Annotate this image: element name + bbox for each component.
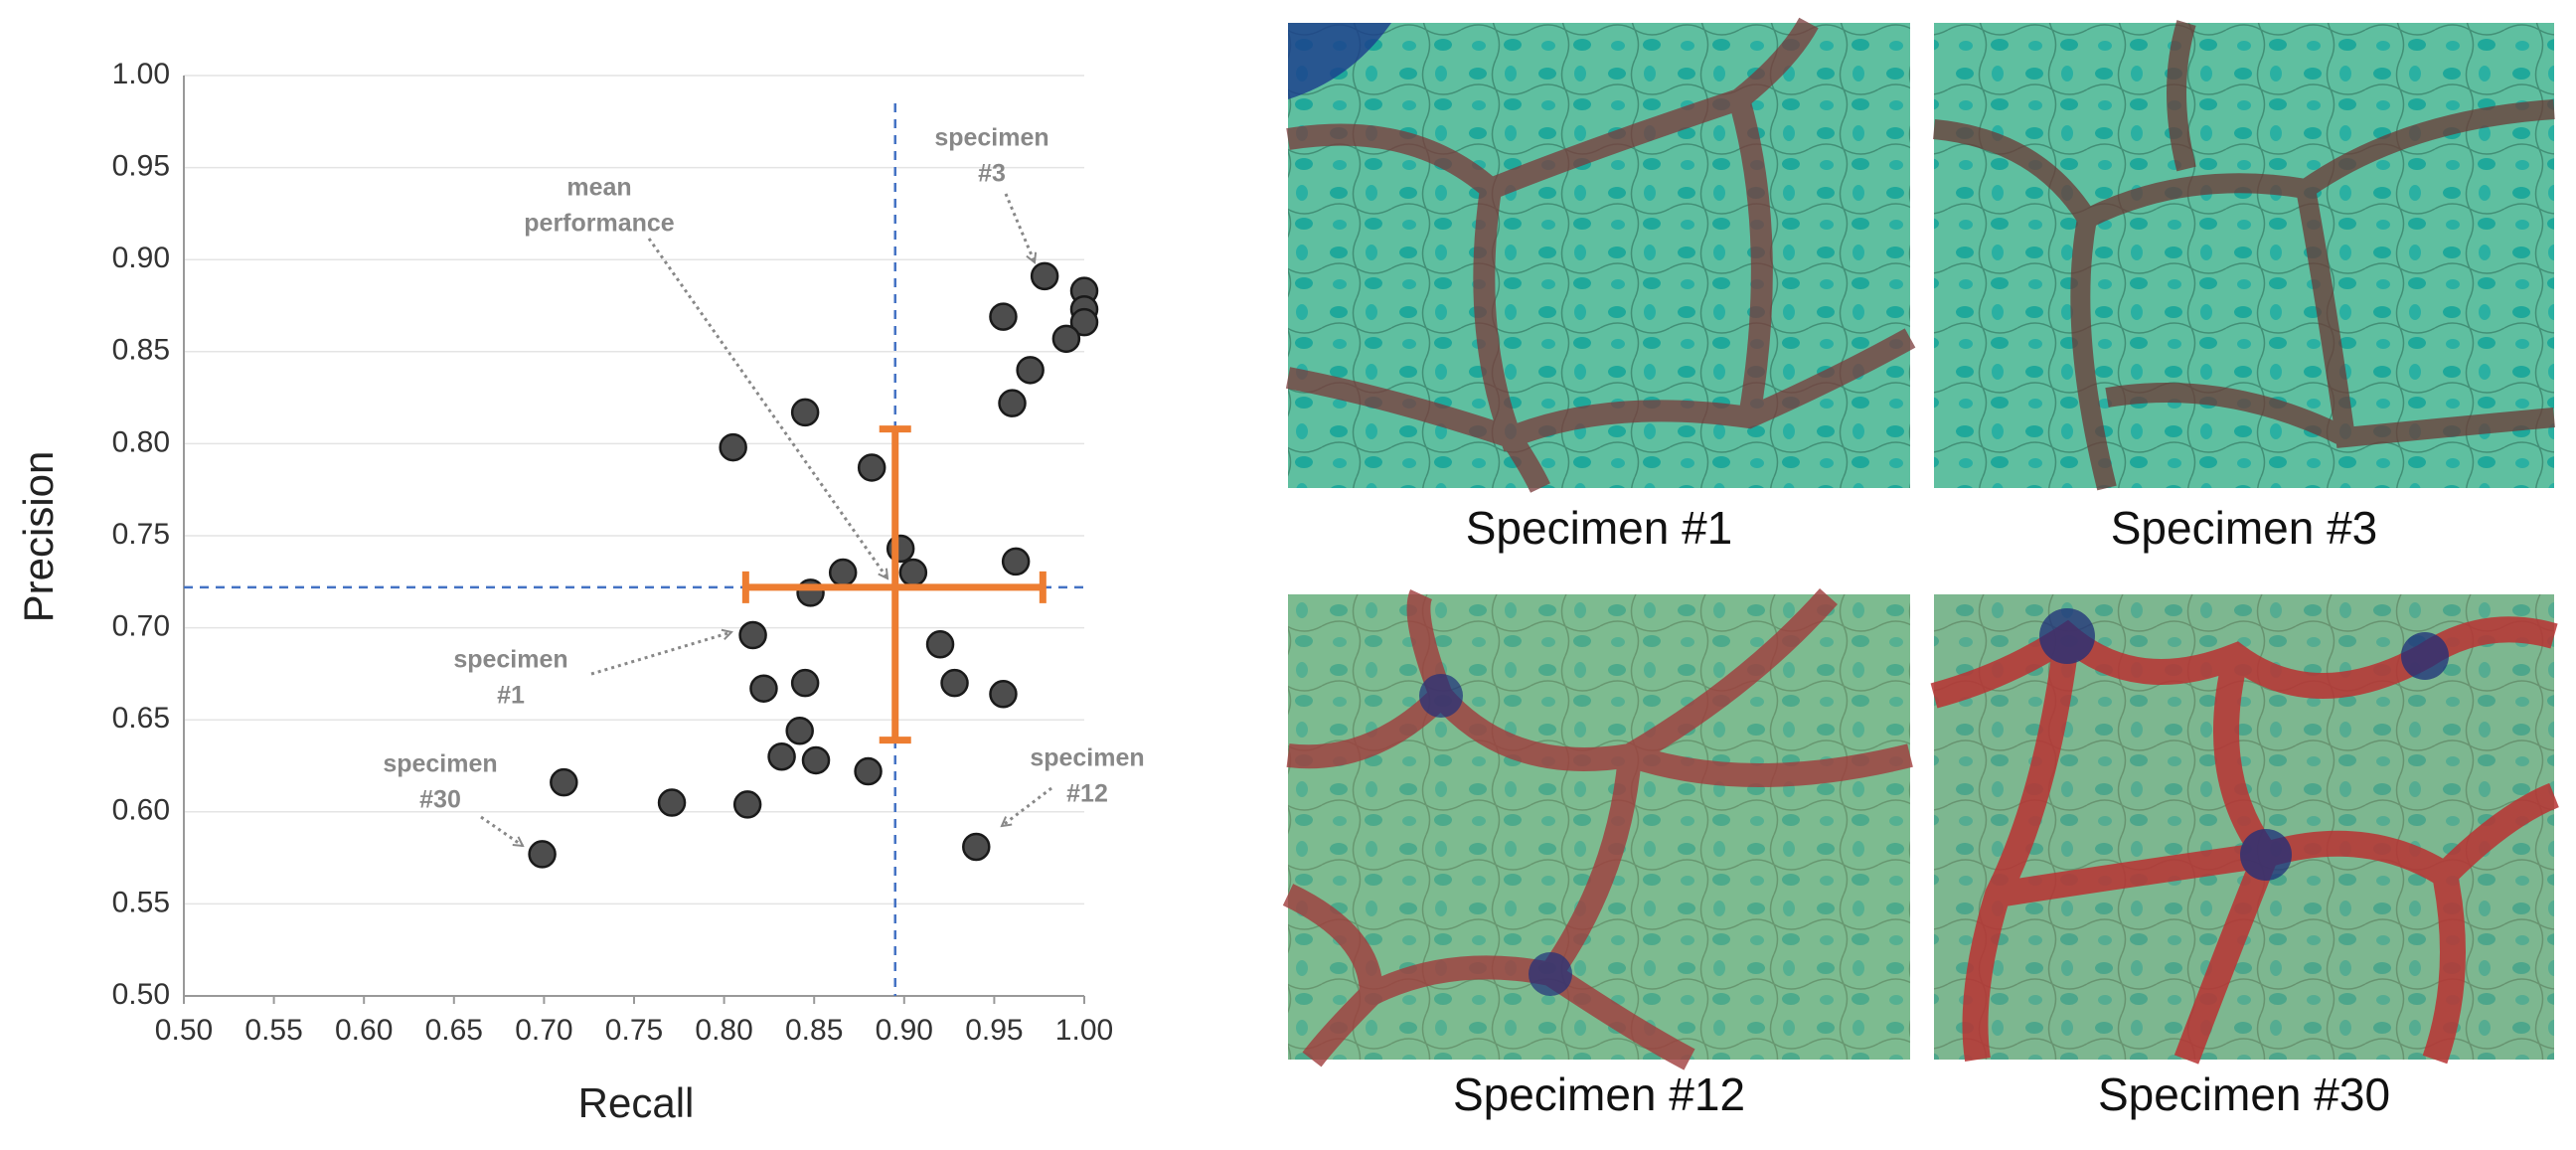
data-point	[854, 756, 883, 786]
image-caption: Specimen #30	[2098, 1068, 2390, 1120]
y-tick-label: 0.60	[112, 794, 170, 827]
data-point	[785, 717, 814, 745]
data-point	[657, 788, 687, 817]
data-point	[962, 832, 991, 862]
y-tick-label: 1.00	[112, 58, 170, 90]
y-tick-label: 0.65	[112, 702, 170, 735]
data-point	[828, 558, 858, 587]
data-point	[790, 398, 820, 427]
data-point	[1051, 324, 1081, 354]
annotation-arrow	[1002, 786, 1052, 826]
data-point	[1016, 356, 1045, 385]
specimen-image	[1930, 594, 2560, 1065]
annotation: #3	[978, 160, 1006, 188]
x-tick-label: 0.95	[965, 1014, 1023, 1047]
specimen-image	[1282, 588, 1913, 1070]
x-tick-label: 0.85	[785, 1014, 843, 1047]
x-tick-label: 1.00	[1055, 1014, 1113, 1047]
x-tick-label: 0.65	[425, 1014, 483, 1047]
x-axis-title: Recall	[578, 1079, 695, 1126]
annotation-arrow	[647, 238, 889, 578]
x-tick-label: 0.55	[244, 1014, 302, 1047]
annotation: specimen	[453, 646, 567, 674]
annotation: specimen	[383, 750, 497, 778]
annotation: #12	[1066, 780, 1108, 808]
data-point	[857, 453, 886, 482]
annotation: specimen	[1030, 744, 1144, 772]
data-point	[796, 578, 825, 607]
image-caption: Specimen #12	[1453, 1068, 1745, 1120]
annotation-arrow	[480, 815, 523, 848]
data-point	[898, 558, 928, 587]
y-tick-label: 0.75	[112, 518, 170, 551]
data-point	[550, 767, 578, 797]
y-tick-label: 0.50	[112, 978, 170, 1011]
data-point	[886, 534, 915, 564]
y-tick-label: 0.55	[112, 886, 170, 918]
data-point	[738, 620, 767, 650]
y-tick-label: 0.90	[112, 242, 170, 274]
x-tick-label: 0.90	[876, 1014, 933, 1047]
annotation: #30	[419, 786, 461, 814]
data-point	[989, 302, 1018, 331]
annotation: mean	[566, 174, 631, 202]
annotation: #1	[497, 682, 525, 710]
specimen-image	[1285, 17, 1916, 493]
data-point	[1069, 307, 1099, 337]
data-point	[732, 790, 762, 819]
x-tick-label: 0.75	[605, 1014, 663, 1047]
annotation-arrow	[1004, 193, 1035, 262]
data-point	[801, 745, 831, 775]
data-point	[528, 840, 557, 869]
specimen-image	[1932, 20, 2555, 491]
data-point	[925, 630, 955, 659]
x-tick-label: 0.80	[695, 1014, 752, 1047]
annotation: specimen	[934, 124, 1048, 152]
specimen-images: Specimen #1 Specimen #3 Specimen #12 Spe…	[1282, 17, 2560, 1120]
data-point	[749, 674, 778, 703]
y-tick-label: 0.80	[112, 425, 170, 458]
annotation: performance	[524, 210, 675, 238]
image-caption: Specimen #3	[2111, 502, 2378, 554]
data-point	[998, 389, 1027, 417]
annotation-arrow	[590, 632, 731, 676]
data-point	[1001, 547, 1031, 576]
data-point	[790, 668, 820, 698]
y-tick-label: 0.85	[112, 334, 170, 367]
y-tick-label: 0.95	[112, 150, 170, 183]
data-point	[989, 680, 1018, 709]
x-tick-label: 0.70	[515, 1014, 572, 1047]
y-axis-title: Precision	[15, 451, 62, 623]
image-caption: Specimen #1	[1466, 502, 1733, 554]
y-tick-label: 0.70	[112, 610, 170, 643]
x-tick-label: 0.60	[335, 1014, 393, 1047]
data-point	[940, 668, 969, 698]
data-point	[767, 741, 796, 771]
x-tick-label: 0.50	[155, 1014, 213, 1047]
data-point	[1030, 261, 1059, 291]
data-point	[719, 432, 747, 462]
